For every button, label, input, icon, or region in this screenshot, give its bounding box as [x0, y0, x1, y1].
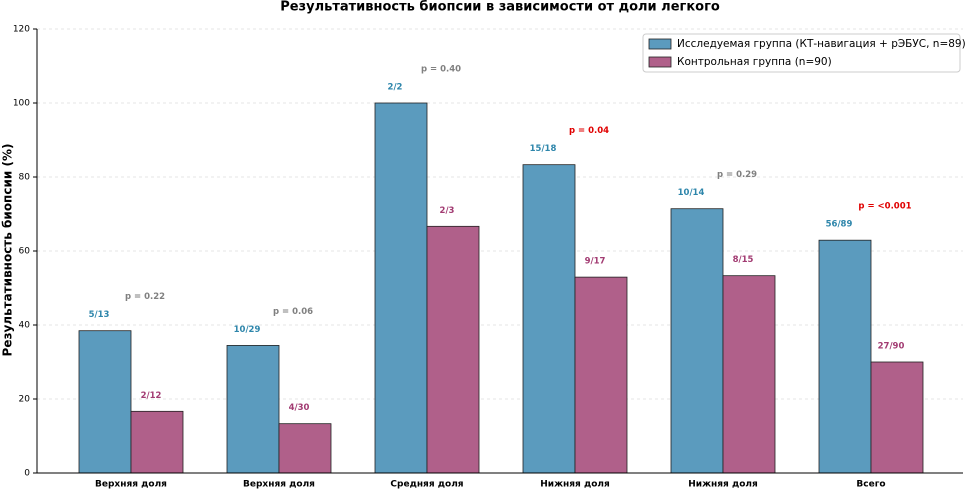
legend-label: Контрольная группа (n=90)	[677, 56, 832, 68]
p-value: p = <0.001	[858, 202, 911, 212]
legend-swatch	[648, 38, 672, 50]
value-label: 10/29	[234, 325, 261, 335]
x-tick-label: Верхняя доля	[95, 480, 167, 490]
x-tick-label: Нижняя доля	[688, 480, 758, 490]
x-tick-label: Средняя доля	[390, 480, 463, 490]
value-label: 27/90	[878, 342, 905, 352]
bar	[574, 276, 628, 474]
y-tick-label: 120	[13, 25, 30, 35]
p-value: p = 0.06	[273, 307, 313, 317]
p-value: p = 0.04	[569, 126, 609, 136]
value-label: 2/3	[440, 206, 455, 216]
bar	[870, 361, 924, 474]
x-tick-label: Нижняя доля	[540, 480, 610, 490]
p-value: p = 0.40	[421, 65, 461, 75]
y-tick-label: 40	[19, 321, 31, 331]
legend-label: Исследуемая группа (КТ-навигация + рЭБУС…	[677, 38, 965, 50]
x-tick-label: Верхняя доля	[243, 480, 315, 490]
bar	[522, 164, 576, 474]
y-tick-label: 20	[19, 395, 31, 405]
bar	[818, 239, 872, 474]
bar	[374, 102, 428, 474]
p-value: p = 0.29	[717, 170, 757, 180]
p-value: p = 0.22	[125, 292, 165, 302]
bar	[78, 330, 132, 474]
value-label: 10/14	[678, 188, 705, 198]
bar	[278, 423, 332, 474]
legend-box	[642, 33, 961, 73]
value-label: 4/30	[289, 403, 310, 413]
y-axis-label: Результативность биопсии (%)	[1, 144, 15, 357]
y-tick-label: 0	[24, 469, 30, 479]
bar	[670, 208, 724, 474]
value-label: 2/2	[388, 83, 403, 93]
y-tick-label: 100	[13, 99, 30, 109]
value-label: 56/89	[826, 220, 853, 230]
value-label: 5/13	[89, 310, 110, 320]
value-label: 15/18	[530, 144, 557, 154]
y-tick-label: 60	[19, 247, 31, 257]
bar	[226, 345, 280, 474]
value-label: 2/12	[141, 391, 162, 401]
x-tick-label: Всего	[856, 480, 885, 490]
bar	[130, 410, 184, 474]
value-label: 9/17	[585, 257, 606, 267]
legend-swatch	[648, 56, 672, 68]
bar	[426, 225, 480, 474]
y-tick-label: 80	[19, 173, 31, 183]
chart-title: Результативность биопсии в зависимости о…	[280, 0, 720, 15]
value-label: 8/15	[733, 255, 754, 265]
bar	[722, 275, 776, 474]
